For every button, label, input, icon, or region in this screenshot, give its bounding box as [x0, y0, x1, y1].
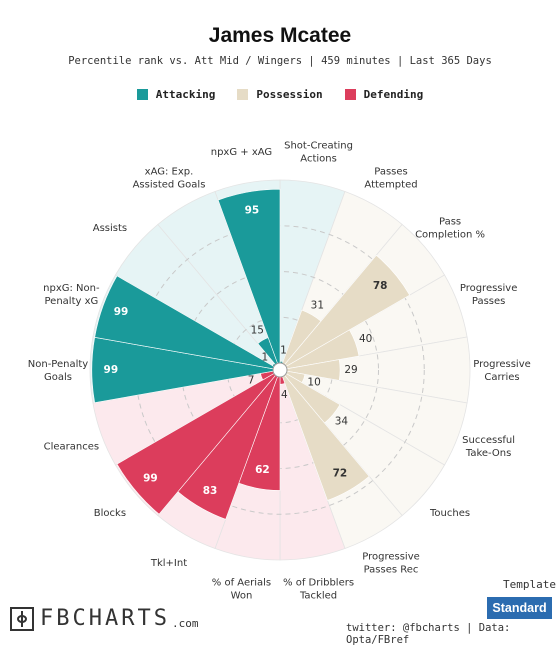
category-label-line: Touches [429, 508, 470, 519]
category-label-line: Progressive [460, 283, 518, 294]
value-label: 78 [373, 280, 388, 292]
category-label: Tkl+Int [150, 558, 187, 569]
category-label-line: % of Aerials [212, 578, 271, 589]
template-label: Template [503, 578, 556, 591]
category-label-line: Actions [300, 153, 337, 164]
legend-item-defending: Defending [344, 88, 424, 101]
value-label: 40 [359, 333, 372, 345]
value-label: 7 [248, 375, 255, 387]
category-label: Successful Take-Ons [462, 435, 515, 459]
legend-swatch-attacking [136, 89, 148, 100]
logo-suffix: .com [171, 617, 199, 630]
category-label-line: Pass [439, 216, 461, 227]
category-label: Blocks [94, 508, 126, 519]
category-label: Touches [429, 508, 470, 519]
category-label-line: Goals [44, 372, 72, 383]
category-label-line: Penalty xG [45, 296, 99, 307]
category-label-line: Take-Ons [465, 448, 511, 459]
fbcharts-logo[interactable]: FBCHARTS .com [10, 606, 198, 631]
category-label: Progressive Passes [460, 283, 518, 307]
category-label-line: Completion % [415, 229, 485, 240]
category-label-line: npxG: Non- [43, 283, 100, 294]
value-label: 95 [245, 205, 260, 217]
category-label: Progressive Passes Rec [362, 551, 420, 575]
category-label-line: Successful [462, 435, 515, 446]
category-label: Shot-Creating Actions [284, 140, 353, 164]
template-standard-button[interactable]: Standard [487, 597, 552, 619]
legend-label-defending: Defending [363, 88, 424, 101]
value-label: 99 [143, 473, 158, 485]
category-label-line: % of Dribblers [283, 578, 354, 589]
category-label: npxG + xAG [211, 147, 272, 158]
category-label-line: npxG + xAG [211, 147, 272, 158]
legend-swatch-defending [344, 89, 356, 100]
legend-label-possession: Possession [256, 88, 323, 101]
category-label-line: Shot-Creating [284, 140, 353, 151]
value-label: 1 [280, 344, 287, 356]
category-label: Non-Penalty Goals [28, 359, 89, 383]
credits: twitter: @fbcharts | Data: Opta/FBref [346, 622, 511, 646]
value-label: 83 [203, 485, 218, 497]
value-label: 4 [281, 389, 288, 401]
value-label: 99 [104, 364, 119, 376]
legend-item-possession: Possession [237, 88, 323, 101]
category-label: Clearances [44, 441, 99, 452]
category-label: Passes Attempted [364, 167, 417, 191]
category-label-line: Attempted [364, 180, 417, 191]
category-label-line: xAG: Exp. [145, 167, 194, 178]
category-label-line: Blocks [94, 508, 126, 519]
category-label-line: Non-Penalty [28, 359, 89, 370]
chart-title: James Mcatee [208, 24, 352, 47]
category-label-line: Carries [484, 372, 519, 383]
legend-item-attacking: Attacking [136, 88, 216, 101]
value-label: 1 [261, 351, 268, 363]
value-label: 31 [311, 299, 324, 311]
category-label: xAG: Exp. Assisted Goals [133, 167, 206, 191]
chart-subtitle: Percentile rank vs. Att Mid / Wingers | … [68, 55, 492, 67]
category-label: npxG: Non- Penalty xG [43, 283, 100, 307]
category-label-line: Progressive [473, 359, 531, 370]
category-label: Progressive Carries [473, 359, 531, 383]
category-label-line: Progressive [362, 551, 420, 562]
legend-label-attacking: Attacking [155, 88, 216, 101]
category-label: % of Dribblers Tackled [283, 578, 354, 602]
category-label-line: Won [231, 591, 253, 602]
value-label: 72 [333, 468, 348, 480]
pitch-icon [10, 606, 34, 631]
category-label: % of Aerials Won [212, 578, 271, 602]
legend: Attacking Possession Defending [0, 88, 560, 101]
value-label: 10 [307, 376, 320, 388]
category-label-line: Passes [472, 296, 506, 307]
category-label-line: Clearances [44, 441, 99, 452]
category-label-line: Passes [374, 167, 408, 178]
category-label-line: Assists [93, 223, 127, 234]
category-label-line: Tackled [299, 591, 337, 602]
category-label-line: Assisted Goals [133, 180, 206, 191]
value-label: 34 [335, 416, 349, 428]
logo-text: FBCHARTS [40, 606, 170, 631]
category-label: Assists [93, 223, 127, 234]
legend-swatch-possession [237, 89, 249, 100]
center-hole [272, 362, 288, 378]
value-label: 62 [255, 464, 270, 476]
category-label-line: Passes Rec [364, 564, 419, 575]
value-label: 99 [114, 306, 129, 318]
category-label: Pass Completion % [415, 216, 485, 240]
value-label: 29 [344, 364, 357, 376]
category-label-line: Tkl+Int [150, 558, 187, 569]
value-label: 15 [251, 325, 264, 337]
